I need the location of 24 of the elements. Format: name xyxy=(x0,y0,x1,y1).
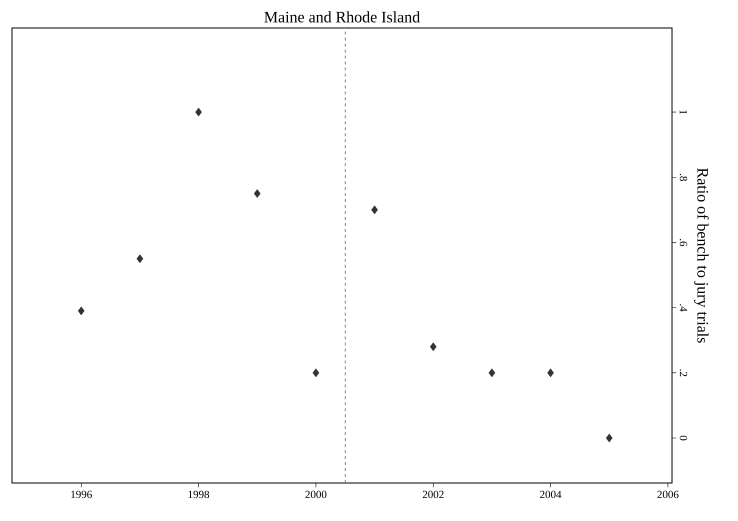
x-tick-label: 2000 xyxy=(305,490,326,498)
point xyxy=(312,368,320,378)
x-tick-label: 1996 xyxy=(71,490,92,498)
y-tick-label: 1 xyxy=(680,110,687,114)
point xyxy=(78,306,85,316)
y-tick-label: .2 xyxy=(680,369,688,376)
point xyxy=(254,189,261,198)
point xyxy=(547,368,554,378)
point xyxy=(488,368,496,378)
chart-title: Maine and Rhode Island xyxy=(264,11,420,22)
point xyxy=(606,434,613,442)
x-tick-label: 2006 xyxy=(657,490,679,498)
point xyxy=(195,108,202,116)
x-tick-label: 1998 xyxy=(188,490,210,498)
y-tick-label: 0 xyxy=(680,436,688,440)
y-tick-label: .8 xyxy=(680,174,688,181)
x-tick-label: 2004 xyxy=(540,490,562,498)
point xyxy=(136,254,144,264)
point xyxy=(371,205,378,214)
y-tick-label: .6 xyxy=(680,239,688,246)
y-tick-label: .4 xyxy=(680,304,688,312)
y-axis-title: Ratio of bench to jury trials xyxy=(694,168,709,343)
point xyxy=(430,342,437,352)
x-tick-label: 2002 xyxy=(422,490,444,498)
